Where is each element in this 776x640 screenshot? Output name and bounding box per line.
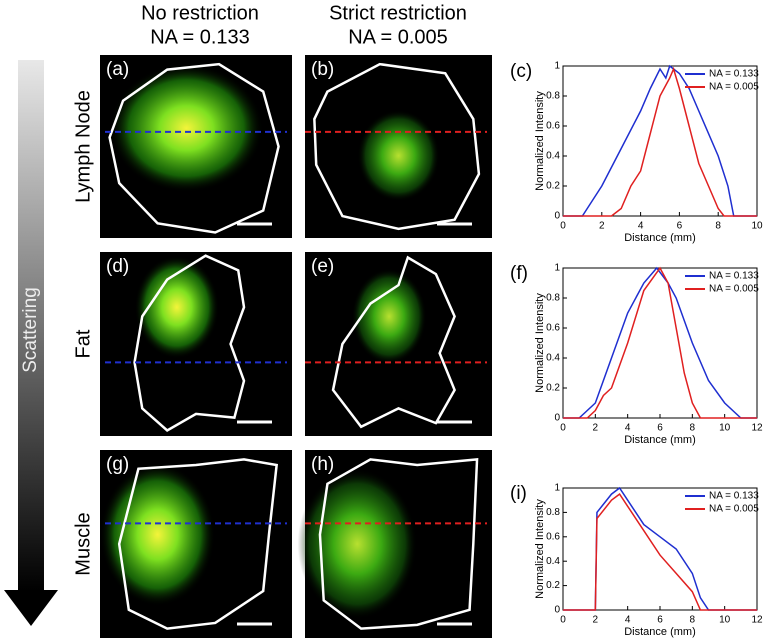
- x-tick-label: 0: [560, 221, 566, 232]
- legend-label: NA = 0.133: [709, 491, 759, 502]
- column-subtitle: NA = 0.005: [348, 26, 448, 48]
- x-tick-label: 12: [751, 615, 763, 626]
- x-tick-label: 4: [625, 615, 631, 626]
- y-tick-label: 1: [554, 263, 560, 274]
- y-tick-label: 1: [554, 483, 560, 494]
- legend-label: NA = 0.005: [709, 284, 759, 295]
- tissue-outline: [117, 458, 279, 630]
- column-title: No restriction: [141, 2, 259, 24]
- y-tick-label: 0.6: [546, 121, 560, 132]
- y-tick-label: 0.6: [546, 323, 560, 334]
- y-tick-label: 0.8: [546, 293, 560, 304]
- y-tick-label: 0.2: [546, 383, 560, 394]
- x-tick-label: 8: [690, 615, 696, 626]
- x-tick-label: 0: [560, 423, 566, 434]
- y-axis-label: Normalized Intensity: [534, 499, 546, 599]
- y-tick-label: 0: [554, 211, 560, 222]
- y-tick-label: 0.6: [546, 531, 560, 542]
- tissue-outline: [108, 62, 280, 234]
- series-line: [563, 493, 757, 611]
- series-line: [563, 266, 757, 419]
- series-line: [563, 486, 757, 611]
- x-tick-label: 2: [593, 615, 599, 626]
- row-label: Muscle: [72, 512, 94, 575]
- x-tick-label: 10: [719, 615, 731, 626]
- x-tick-label: 6: [657, 615, 663, 626]
- legend-label: NA = 0.133: [709, 69, 759, 80]
- x-axis-label: Distance (mm): [624, 626, 696, 638]
- x-tick-label: 2: [593, 423, 599, 434]
- x-tick-label: 10: [751, 221, 763, 232]
- row-label: Lymph Node: [72, 90, 94, 203]
- plot-frame: [562, 65, 758, 217]
- chart-label: (c): [510, 61, 532, 82]
- fluorescence: [100, 463, 216, 607]
- legend-label: NA = 0.133: [709, 271, 759, 282]
- fluorescence: [134, 255, 220, 359]
- arrow-label: Scattering: [20, 287, 41, 373]
- panel-label: (h): [311, 454, 334, 475]
- x-tick-label: 6: [657, 423, 663, 434]
- series-line: [563, 66, 757, 217]
- fluorescence: [351, 268, 427, 365]
- panel-label: (a): [106, 59, 129, 80]
- legend-label: NA = 0.005: [709, 504, 759, 515]
- column-title: Strict restriction: [329, 2, 467, 24]
- y-tick-label: 0.8: [546, 507, 560, 518]
- y-tick-label: 0.4: [546, 353, 560, 364]
- tissue-outline: [133, 254, 246, 433]
- y-axis-label: Normalized Intensity: [534, 293, 546, 393]
- y-tick-label: 0.8: [546, 91, 560, 102]
- x-tick-label: 4: [638, 221, 644, 232]
- chart-label: (i): [510, 483, 527, 504]
- arrow-head: [4, 590, 58, 626]
- arrow-shaft: [18, 60, 44, 592]
- chart-label: (f): [510, 263, 528, 284]
- legend-label: NA = 0.005: [709, 82, 759, 93]
- fluorescence: [109, 64, 264, 193]
- x-tick-label: 12: [751, 423, 763, 434]
- tissue-outline: [331, 255, 456, 429]
- panel-label: (e): [311, 256, 334, 277]
- panel-label: (g): [106, 454, 129, 475]
- x-tick-label: 4: [625, 423, 631, 434]
- y-tick-label: 1: [554, 61, 560, 72]
- x-tick-label: 8: [715, 221, 721, 232]
- y-tick-label: 0.2: [546, 580, 560, 591]
- y-axis-label: Normalized Intensity: [534, 91, 546, 191]
- row-label: Fat: [72, 329, 94, 358]
- x-tick-label: 2: [599, 221, 605, 232]
- y-tick-label: 0: [554, 605, 560, 616]
- x-tick-label: 6: [677, 221, 683, 232]
- x-axis-label: Distance (mm): [624, 434, 696, 446]
- series-line: [563, 266, 757, 419]
- fluorescence: [357, 109, 440, 202]
- y-tick-label: 0.4: [546, 556, 560, 567]
- y-tick-label: 0.2: [546, 181, 560, 192]
- series-line: [563, 64, 757, 217]
- y-tick-label: 0.4: [546, 151, 560, 162]
- fluorescence: [297, 468, 418, 620]
- tissue-outline: [318, 458, 479, 630]
- tissue-outline: [313, 62, 481, 231]
- column-subtitle: NA = 0.133: [150, 26, 250, 48]
- x-tick-label: 10: [719, 423, 731, 434]
- panel-label: (b): [311, 59, 334, 80]
- y-tick-label: 0: [554, 413, 560, 424]
- x-tick-label: 0: [560, 615, 566, 626]
- panel-label: (d): [106, 256, 129, 277]
- x-tick-label: 8: [690, 423, 696, 434]
- x-axis-label: Distance (mm): [624, 232, 696, 244]
